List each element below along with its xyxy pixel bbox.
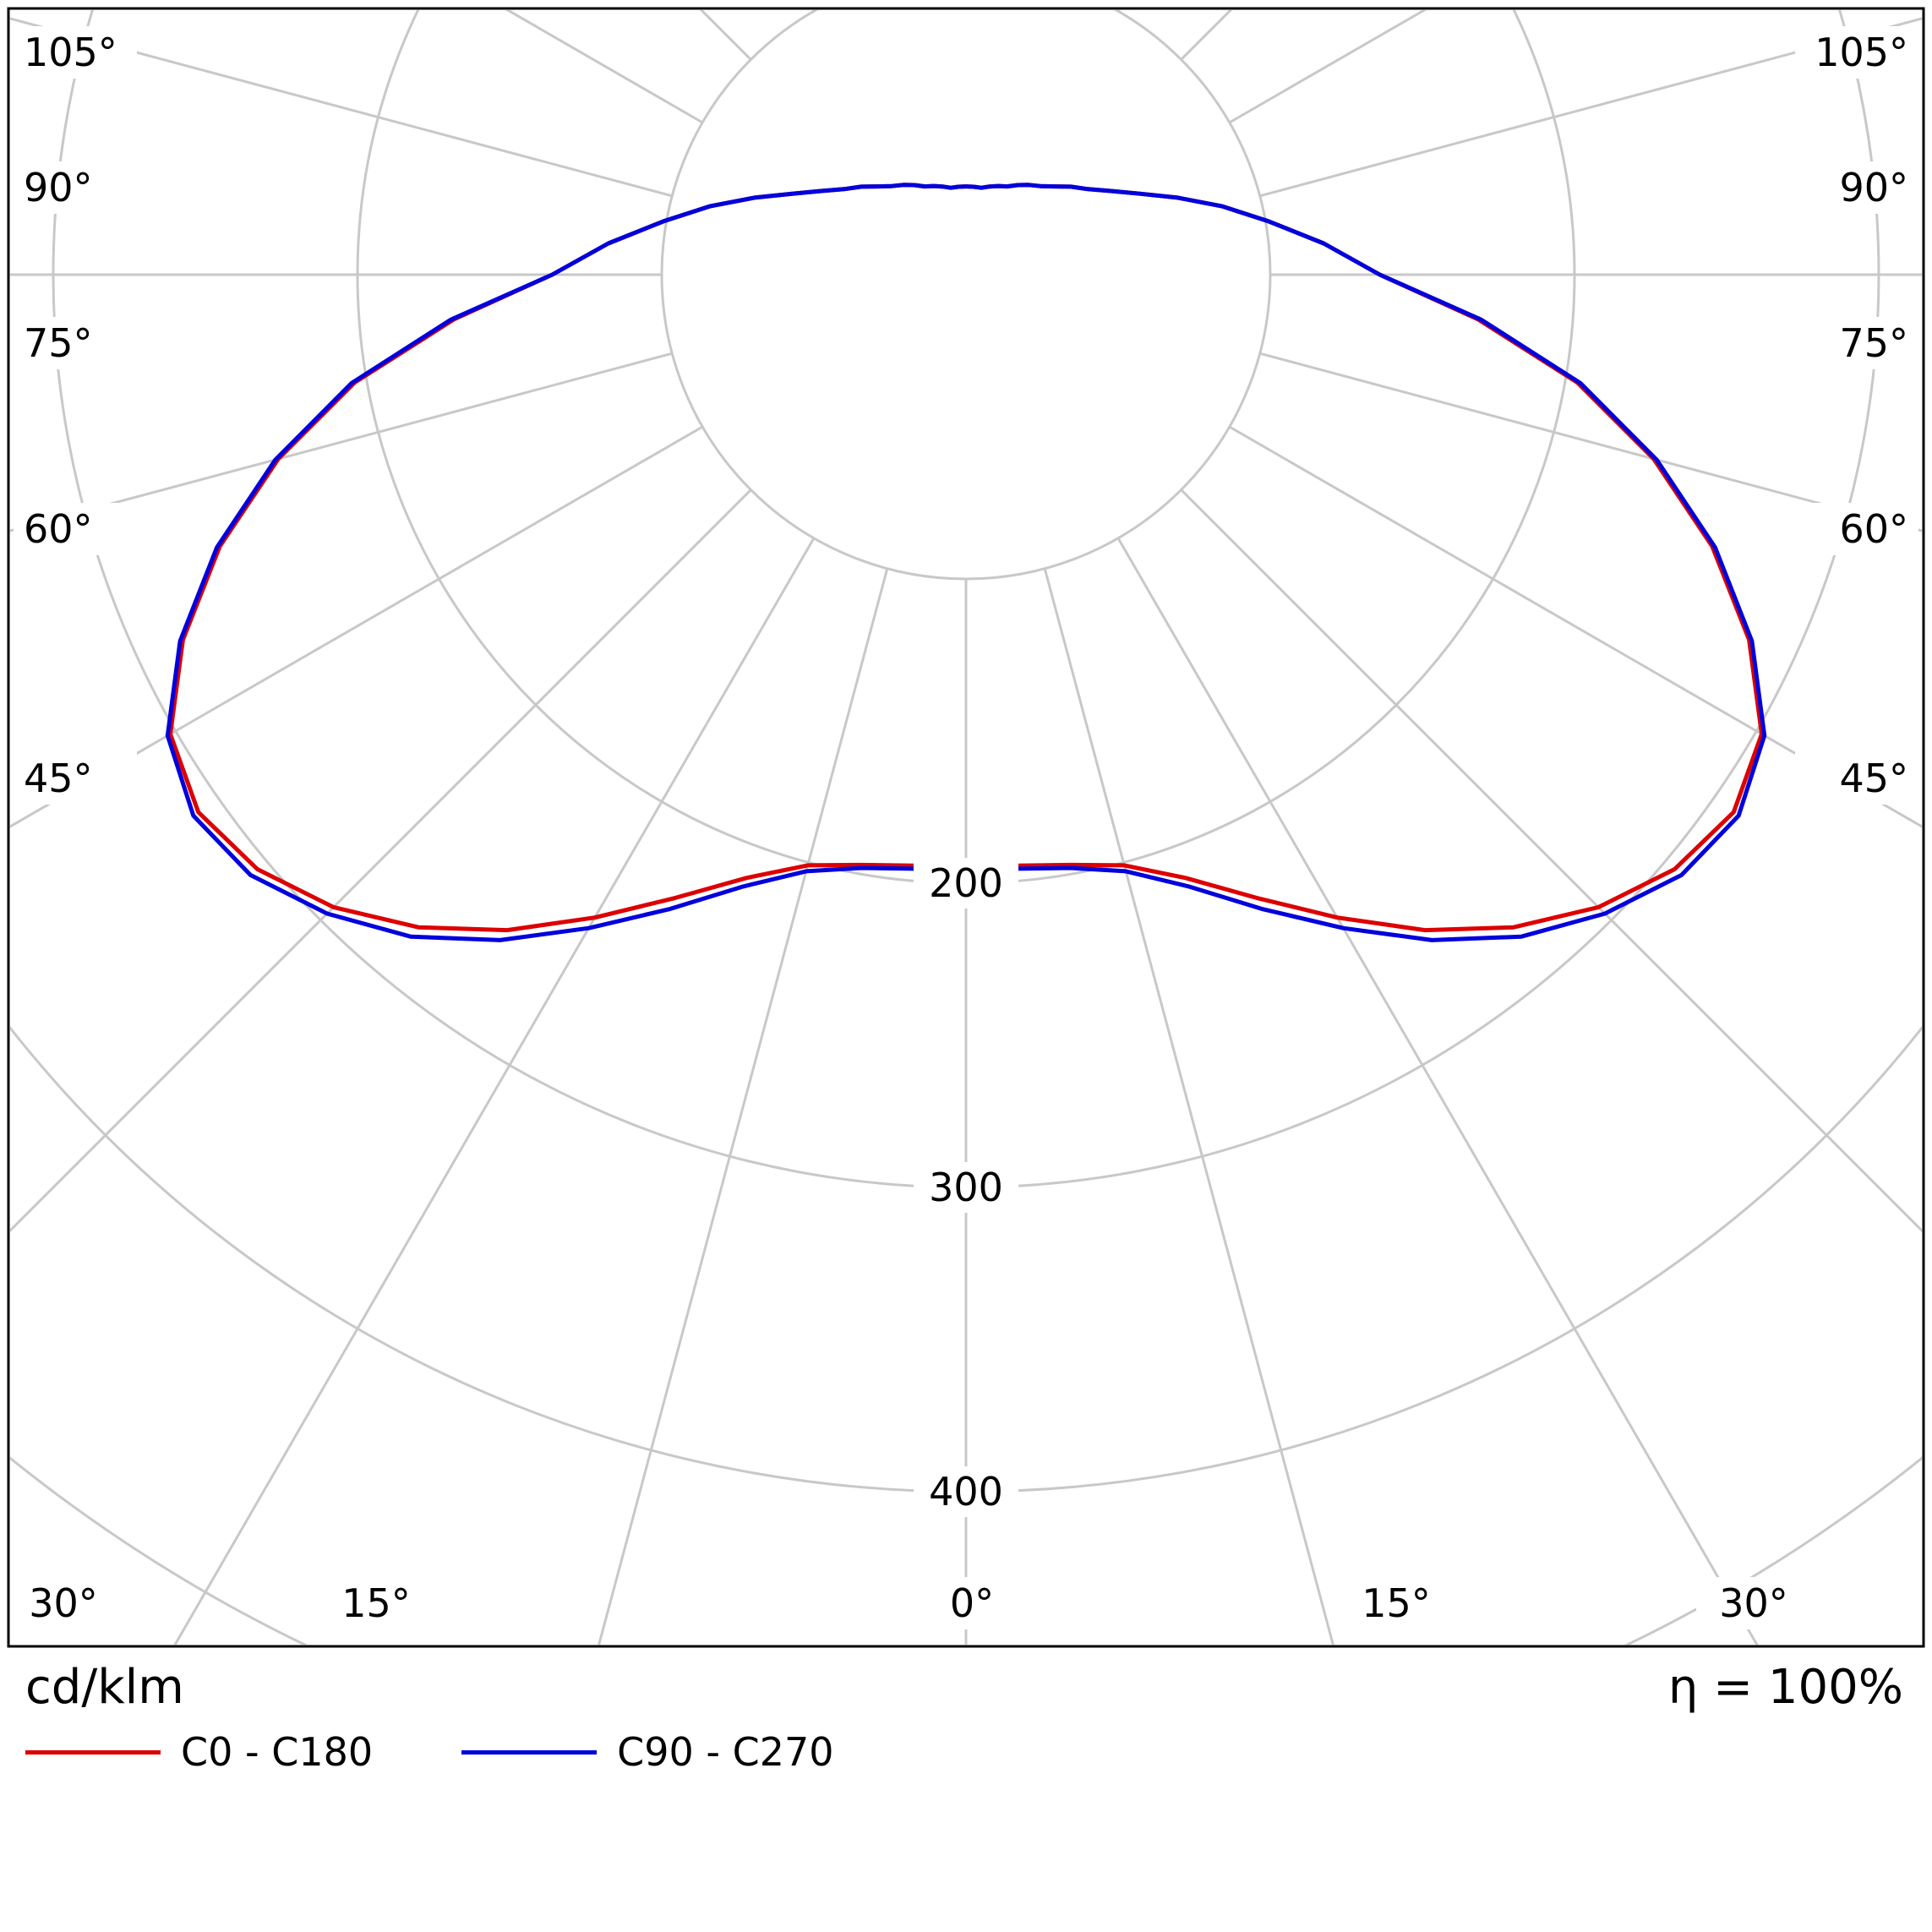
units-label: cd/klm (25, 1660, 184, 1715)
angle-label-bottom: 15° (341, 1580, 411, 1626)
legend-swatch-c90 (461, 1749, 598, 1755)
label-chip (1795, 503, 1918, 555)
legend-swatch-c0 (25, 1749, 161, 1755)
grid-ray (10, 488, 752, 1233)
label-chip (914, 1466, 1018, 1517)
angle-label-left: 105° (24, 30, 117, 75)
label-chip (1795, 317, 1918, 369)
legend-item-c90: C90 - C270 (461, 1729, 834, 1775)
angle-label-right: 75° (1839, 320, 1908, 366)
angle-label-bottom: 30° (1719, 1580, 1788, 1626)
grid-ray (1259, 352, 1922, 532)
label-chip (319, 1577, 434, 1629)
legend-item-c0: C0 - C180 (25, 1729, 373, 1775)
label-chip (1696, 1577, 1811, 1629)
angle-label-right: 60° (1839, 506, 1908, 552)
grid-ray (173, 538, 816, 1645)
label-chip (14, 26, 137, 79)
label-chip (1795, 26, 1918, 79)
ring-label: 300 (929, 1165, 1003, 1210)
angle-label-bottom: 0° (950, 1580, 994, 1626)
angle-label-left: 60° (24, 506, 93, 552)
legend-label-c0: C0 - C180 (181, 1729, 374, 1775)
label-chip (914, 858, 1018, 909)
angle-label-bottom: 30° (29, 1580, 98, 1626)
angle-label-right: 45° (1839, 756, 1908, 801)
label-chip (14, 161, 137, 214)
angle-label-bottom: 15° (1362, 1580, 1431, 1626)
angle-label-left: 75° (24, 320, 93, 366)
grid-ray (10, 352, 673, 532)
ring-label: 200 (929, 860, 1003, 906)
label-chip (14, 752, 137, 805)
grid-ray (1229, 425, 1922, 828)
grid-ray (1116, 538, 1759, 1645)
efficiency-value: η = 100% (1667, 1660, 1903, 1715)
label-chip (1795, 161, 1918, 214)
grid-ray (1180, 488, 1922, 1233)
grid-labels: 200 300 400 105° 105° 90° 90° 75° 75° 60° 60° 45° 45… (6, 26, 1918, 1629)
ring-label: 400 (929, 1469, 1003, 1514)
label-chip (1339, 1577, 1454, 1629)
angle-label-left: 45° (24, 756, 93, 801)
legend: C0 - C180 C90 - C270 (25, 1729, 1907, 1775)
legend-label-c90: C90 - C270 (617, 1729, 834, 1775)
grid-ray (1259, 17, 1922, 198)
label-chip (14, 317, 137, 369)
grid-ray (10, 17, 673, 198)
label-chip (6, 1577, 121, 1629)
label-chip (914, 1162, 1018, 1213)
angle-label-right: 105° (1815, 30, 1908, 75)
label-chip (14, 503, 137, 555)
angle-label-left: 90° (24, 165, 93, 210)
polar-chart: 200 300 400 105° 105° 90° 90° 75° 75° 60° 60° 45° 45… (6, 7, 1925, 1648)
label-chip (1795, 752, 1918, 805)
polar-chart-container: 200 300 400 105° 105° 90° 90° 75° 75° 60° 60° 45° 45… (6, 7, 1925, 1648)
angle-label-right: 90° (1839, 165, 1908, 210)
chart-footer: cd/klm η = 100% (25, 1662, 1903, 1714)
grid-ray (10, 425, 703, 828)
label-chip (914, 1577, 1029, 1629)
plot-border (7, 7, 1925, 1648)
